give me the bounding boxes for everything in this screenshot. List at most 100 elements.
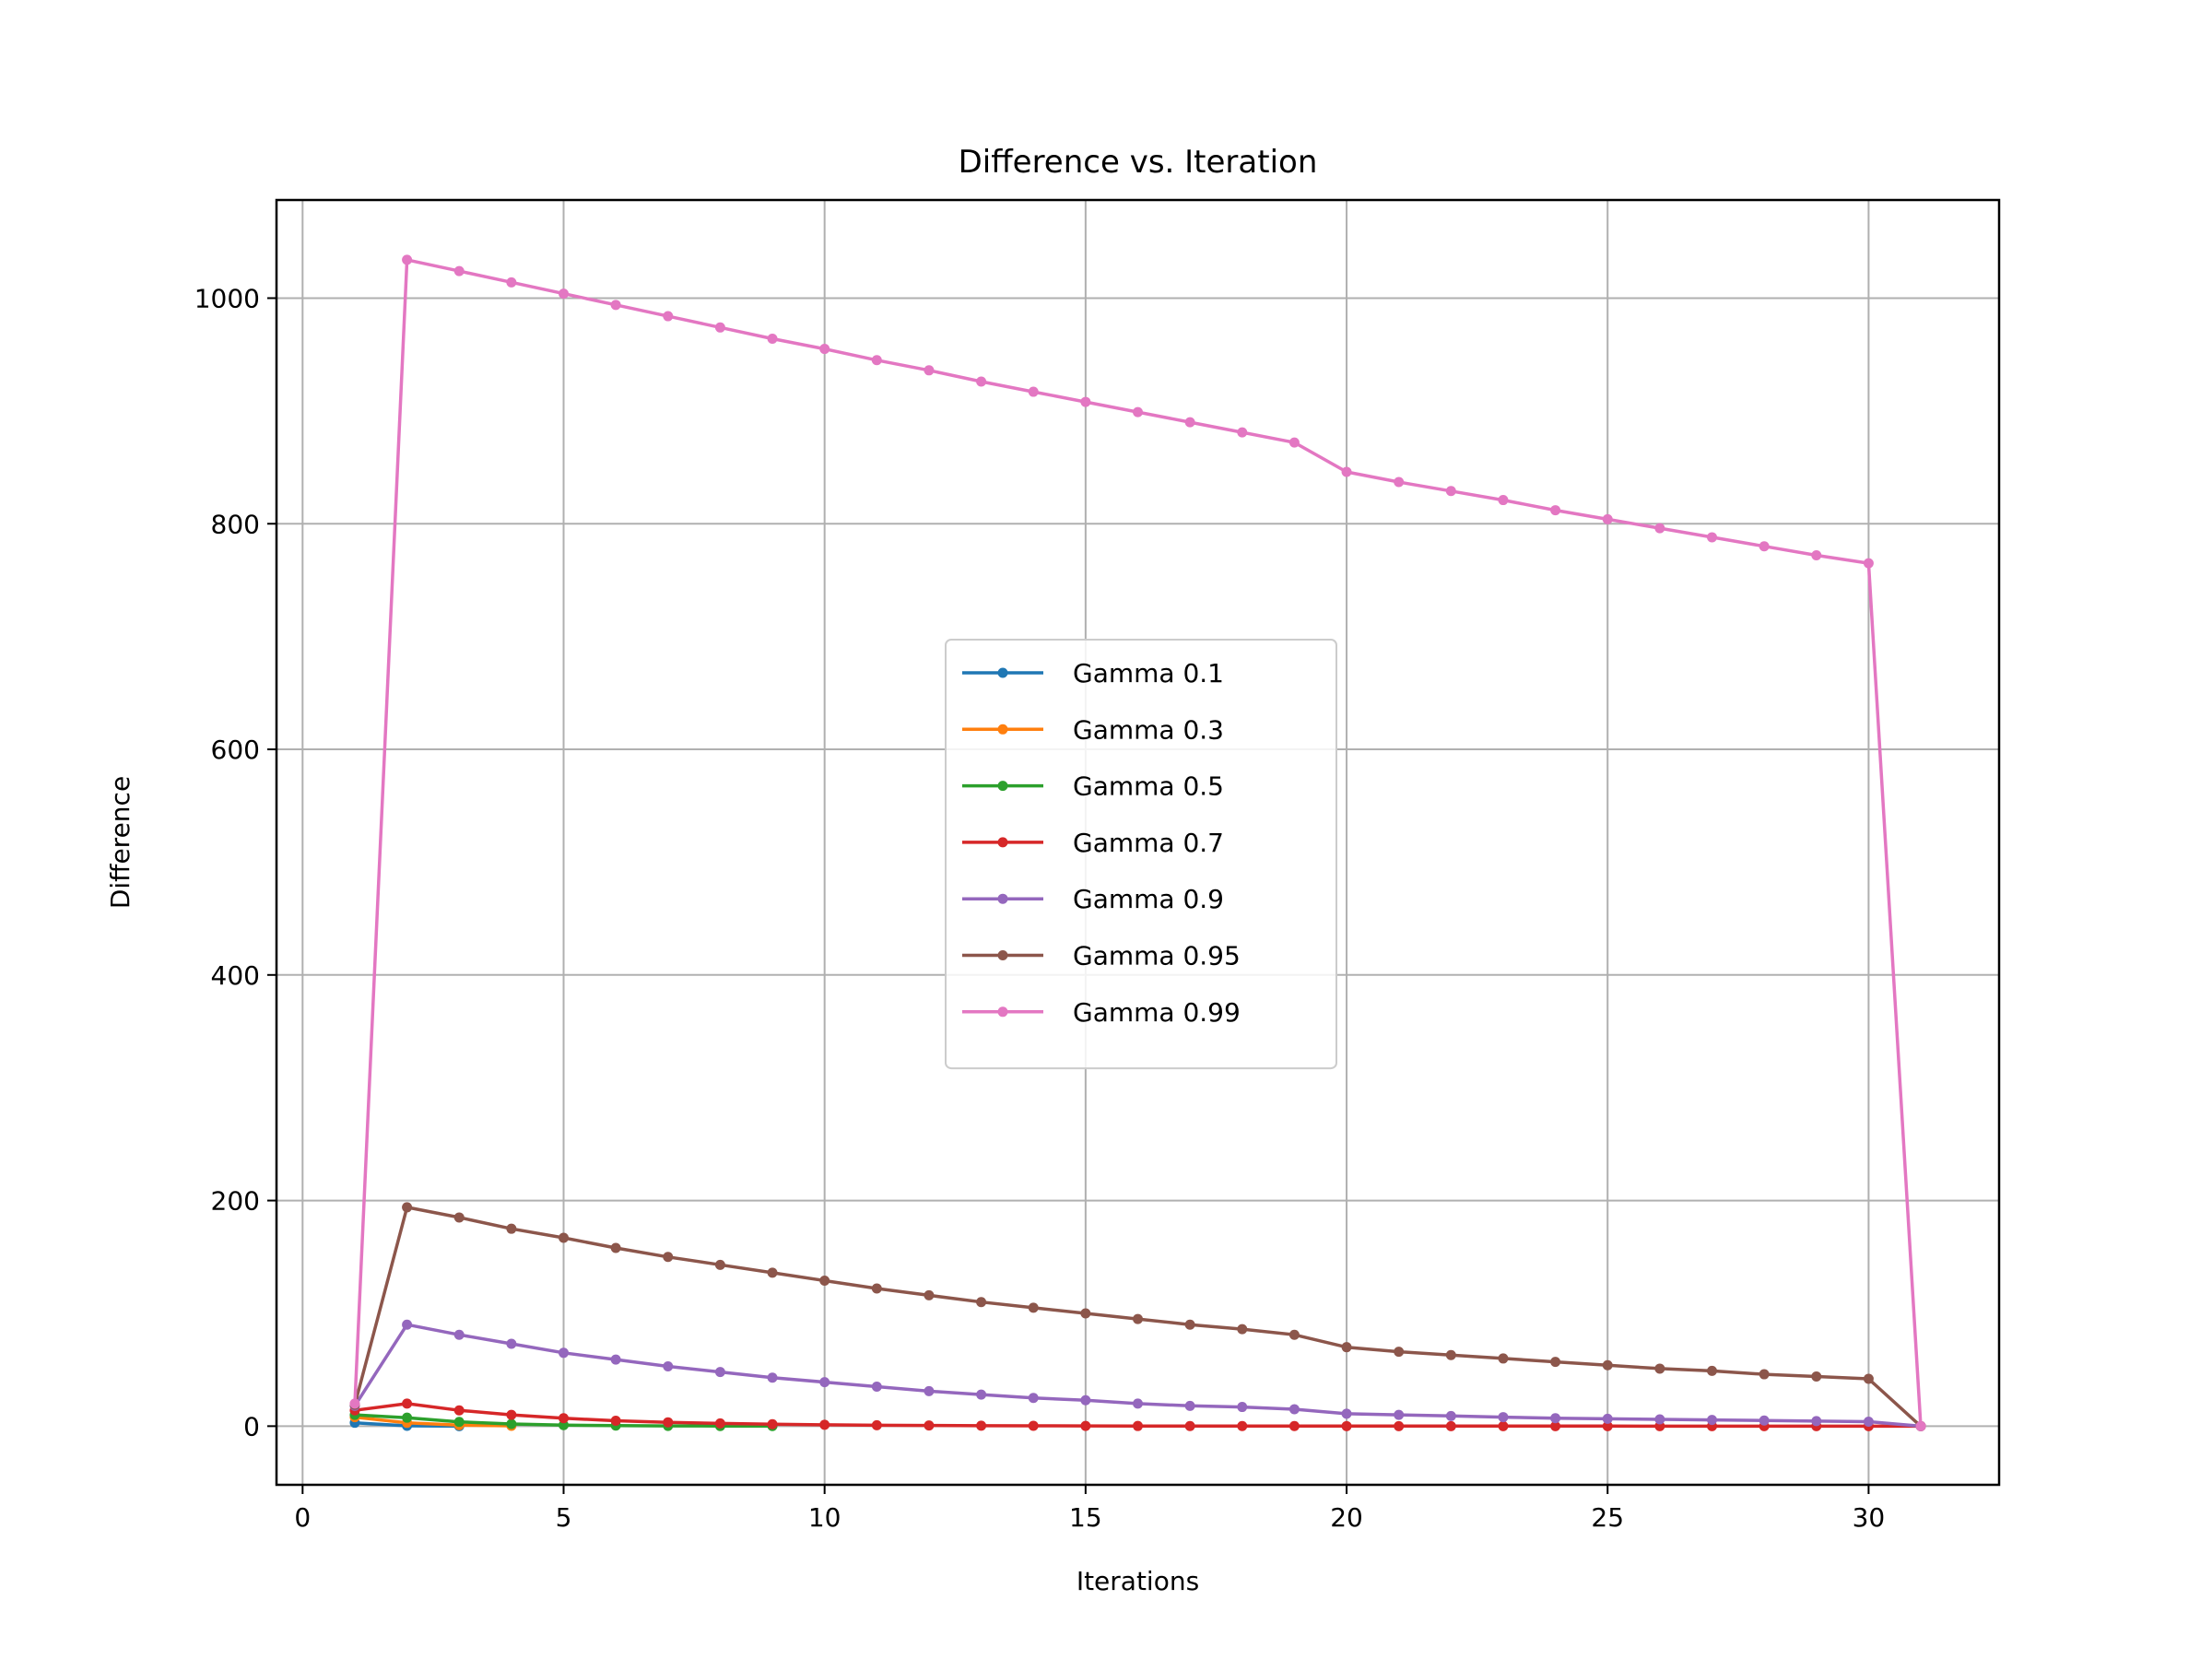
data-point <box>1550 1413 1561 1424</box>
data-point <box>1498 495 1509 506</box>
data-point <box>1498 1420 1509 1431</box>
y-tick-label: 0 <box>243 1411 260 1441</box>
series-gamma-0-95 <box>349 1202 1926 1431</box>
data-point <box>1759 1415 1770 1426</box>
data-point <box>1133 1313 1143 1324</box>
data-point <box>1080 1420 1091 1431</box>
data-point <box>1602 1359 1613 1371</box>
data-point <box>924 1385 935 1396</box>
data-point <box>767 1267 778 1278</box>
legend-swatch-marker <box>997 893 1008 904</box>
data-point <box>1394 1347 1405 1358</box>
data-point <box>453 1212 465 1223</box>
series-gamma-0-9 <box>349 1319 1926 1431</box>
data-point <box>767 1418 778 1430</box>
data-point <box>1445 486 1456 497</box>
y-tick-label: 400 <box>211 960 260 991</box>
legend-label: Gamma 0.7 <box>1073 828 1224 858</box>
data-point <box>976 1389 987 1400</box>
data-point <box>506 1418 517 1430</box>
data-point <box>663 1417 674 1428</box>
data-point <box>1341 1420 1352 1431</box>
data-point <box>1863 1373 1874 1384</box>
data-point <box>1288 1404 1300 1415</box>
series-line <box>354 1415 512 1428</box>
legend-box <box>945 639 1337 1070</box>
data-point <box>1133 1420 1143 1431</box>
legend-item: Gamma 0.99 <box>962 997 1241 1028</box>
data-point <box>976 1420 987 1431</box>
data-point <box>767 334 778 345</box>
data-point <box>871 1419 882 1430</box>
data-point <box>1133 406 1143 418</box>
legend-item: Gamma 0.7 <box>962 828 1224 858</box>
data-point <box>924 365 935 376</box>
data-point <box>1080 1394 1091 1406</box>
legend-item: Gamma 0.9 <box>962 884 1224 914</box>
data-point <box>1550 1357 1561 1368</box>
data-point <box>663 311 674 322</box>
data-point <box>819 1419 830 1430</box>
data-point <box>1811 1416 1822 1427</box>
legend-swatch-marker <box>997 667 1008 678</box>
data-point <box>924 1289 935 1300</box>
data-point <box>402 1398 413 1409</box>
data-point <box>1759 1369 1770 1380</box>
data-point <box>663 1252 674 1263</box>
data-point <box>1915 1420 1926 1431</box>
data-point <box>1654 523 1665 534</box>
data-point <box>1707 532 1717 543</box>
data-point <box>767 1372 778 1383</box>
data-point <box>1341 1342 1352 1353</box>
data-point <box>1237 1402 1248 1413</box>
y-tick-label: 200 <box>211 1186 260 1217</box>
legend-swatch-marker <box>997 724 1008 735</box>
data-point <box>453 1329 465 1340</box>
data-point <box>1550 505 1561 516</box>
data-point <box>1028 1420 1039 1431</box>
data-point <box>1184 1319 1195 1330</box>
data-point <box>1028 386 1039 397</box>
data-point <box>1445 1349 1456 1360</box>
data-point <box>402 1202 413 1213</box>
legend-item: Gamma 0.5 <box>962 771 1224 802</box>
data-point <box>453 1405 465 1416</box>
data-point <box>1550 1420 1561 1431</box>
data-point <box>1237 427 1248 438</box>
legend-label: Gamma 0.9 <box>1073 884 1224 914</box>
data-point <box>1288 1420 1300 1431</box>
data-point <box>1237 1420 1248 1431</box>
chart-title: Difference vs. Iteration <box>959 144 1318 181</box>
data-point <box>714 322 725 333</box>
data-point <box>1602 1420 1613 1431</box>
data-point <box>714 1259 725 1270</box>
data-point <box>714 1418 725 1429</box>
data-point <box>1237 1324 1248 1335</box>
data-point <box>610 1415 621 1426</box>
data-point <box>610 300 621 311</box>
data-point <box>1394 1409 1405 1420</box>
x-tick-label: 30 <box>1853 1502 1886 1533</box>
data-point <box>1498 1353 1509 1364</box>
data-point <box>506 1223 517 1234</box>
x-tick-label: 5 <box>556 1502 572 1533</box>
data-point <box>1028 1302 1039 1313</box>
data-point <box>1080 396 1091 407</box>
data-point <box>1288 1329 1300 1340</box>
y-tick-label: 600 <box>211 735 260 765</box>
data-point <box>976 376 987 387</box>
x-tick-label: 0 <box>294 1502 311 1533</box>
data-point <box>1811 550 1822 561</box>
data-point <box>663 1360 674 1371</box>
data-point <box>453 1417 465 1428</box>
data-point <box>976 1297 987 1308</box>
legend-swatch-marker <box>997 950 1008 960</box>
legend-item: Gamma 0.3 <box>962 714 1224 745</box>
data-point <box>559 1347 569 1359</box>
legend-label: Gamma 0.3 <box>1073 714 1224 745</box>
legend-swatch-marker <box>997 781 1008 792</box>
data-point <box>506 276 517 288</box>
data-point <box>1863 558 1874 569</box>
x-tick-label: 15 <box>1069 1502 1102 1533</box>
